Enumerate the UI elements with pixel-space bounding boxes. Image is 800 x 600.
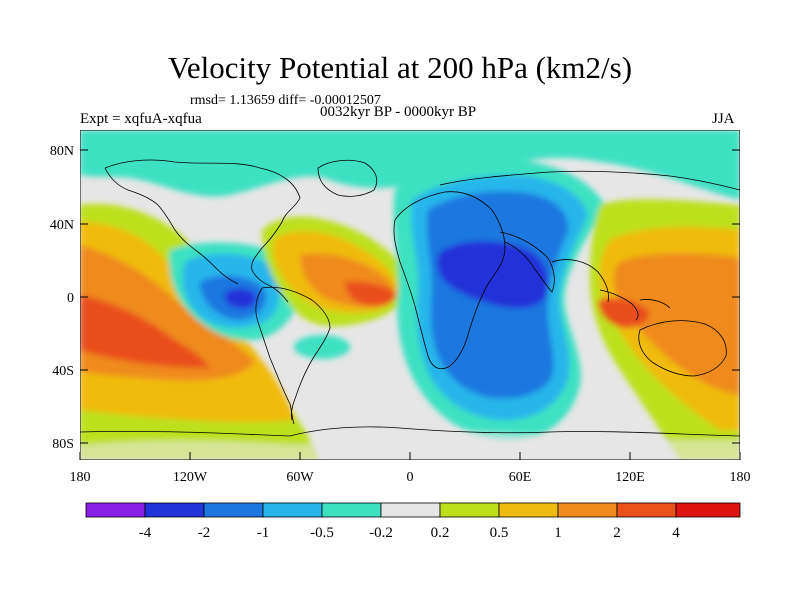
colorbar-label: -0.5 (310, 525, 334, 541)
colorbar-label: 4 (672, 525, 680, 541)
velocity-potential-field (80, 130, 740, 460)
colorbar-swatch (381, 503, 440, 517)
lat-label-40s: 40S (52, 364, 74, 379)
colorbar-swatch (145, 503, 204, 517)
lon-label-180-west: 180 (70, 470, 91, 485)
colorbar-label: 2 (613, 525, 621, 541)
lon-label-0: 0 (407, 470, 414, 485)
colorbar-label: 0.5 (490, 525, 509, 541)
lon-label-180-east: 180 (730, 470, 751, 485)
colorbar-label: 1 (554, 525, 562, 541)
colorbar-swatch (617, 503, 676, 517)
colorbar-label: -2 (198, 525, 211, 541)
colorbar-swatch (499, 503, 558, 517)
lon-label-120w: 120W (173, 470, 208, 485)
colorbar-label: 0.2 (431, 525, 450, 541)
colorbar-label: -4 (139, 525, 152, 541)
colorbar-swatch (204, 503, 263, 517)
lon-label-60w: 60W (286, 470, 314, 485)
lat-label-0: 0 (67, 291, 74, 306)
colorbar-label: -1 (257, 525, 270, 541)
lat-label-80s: 80S (52, 437, 74, 452)
map-figure: 80N 40N 0 40S 80S 180 120W 60W 0 60E 120… (0, 0, 800, 600)
lat-label-40n: 40N (50, 218, 74, 233)
colorbar-swatch (558, 503, 617, 517)
lon-label-60e: 60E (509, 470, 532, 485)
colorbar (86, 503, 740, 517)
lon-label-120e: 120E (615, 470, 645, 485)
colorbar-label: -0.2 (369, 525, 393, 541)
colorbar-swatch (676, 503, 740, 517)
colorbar-swatch (263, 503, 322, 517)
colorbar-swatch (440, 503, 499, 517)
colorbar-swatch (322, 503, 381, 517)
lat-label-80n: 80N (50, 144, 74, 159)
colorbar-swatch (86, 503, 145, 517)
